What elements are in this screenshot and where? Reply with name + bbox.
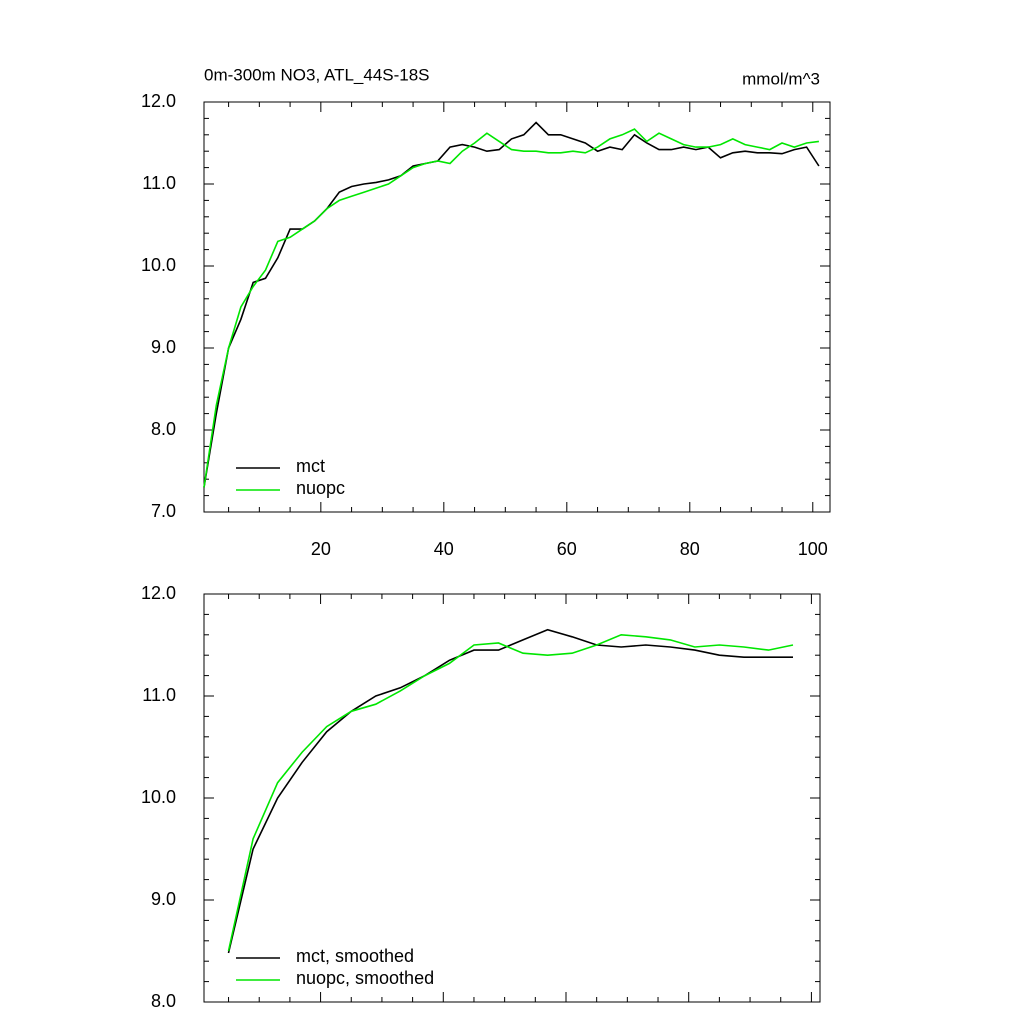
y-tick-label: 12.0 <box>141 91 176 111</box>
y-tick-label: 10.0 <box>141 787 176 807</box>
data-line <box>227 633 794 952</box>
legend-label: mct, smoothed <box>296 946 414 966</box>
y-tick-label: 9.0 <box>151 337 176 357</box>
y-tick-label: 8.0 <box>151 991 176 1011</box>
y-tick-label: 8.0 <box>151 419 176 439</box>
x-tick-label: 60 <box>557 539 577 559</box>
x-tick-label: 80 <box>680 539 700 559</box>
data-line <box>203 121 820 488</box>
legend-label: mct <box>296 456 325 476</box>
x-tick-label: 40 <box>434 539 454 559</box>
x-tick-label: 100 <box>798 539 828 559</box>
data-line <box>203 128 820 488</box>
legend-label: nuopc, smoothed <box>296 968 434 988</box>
data-line <box>227 628 793 954</box>
y-tick-label: 11.0 <box>142 685 176 705</box>
legend-label: nuopc <box>296 478 345 498</box>
plot-frame <box>203 101 831 513</box>
y-tick-label: 12.0 <box>141 583 176 603</box>
x-tick-label: 20 <box>311 539 331 559</box>
chart-title: 0m-300m NO3, ATL_44S-18S <box>204 65 430 84</box>
y-tick-label: 11.0 <box>142 173 176 193</box>
y-tick-label: 7.0 <box>151 501 176 521</box>
y-tick-label: 10.0 <box>141 255 176 275</box>
y-tick-label: 9.0 <box>151 889 176 909</box>
units-label: mmol/m^3 <box>742 69 820 88</box>
